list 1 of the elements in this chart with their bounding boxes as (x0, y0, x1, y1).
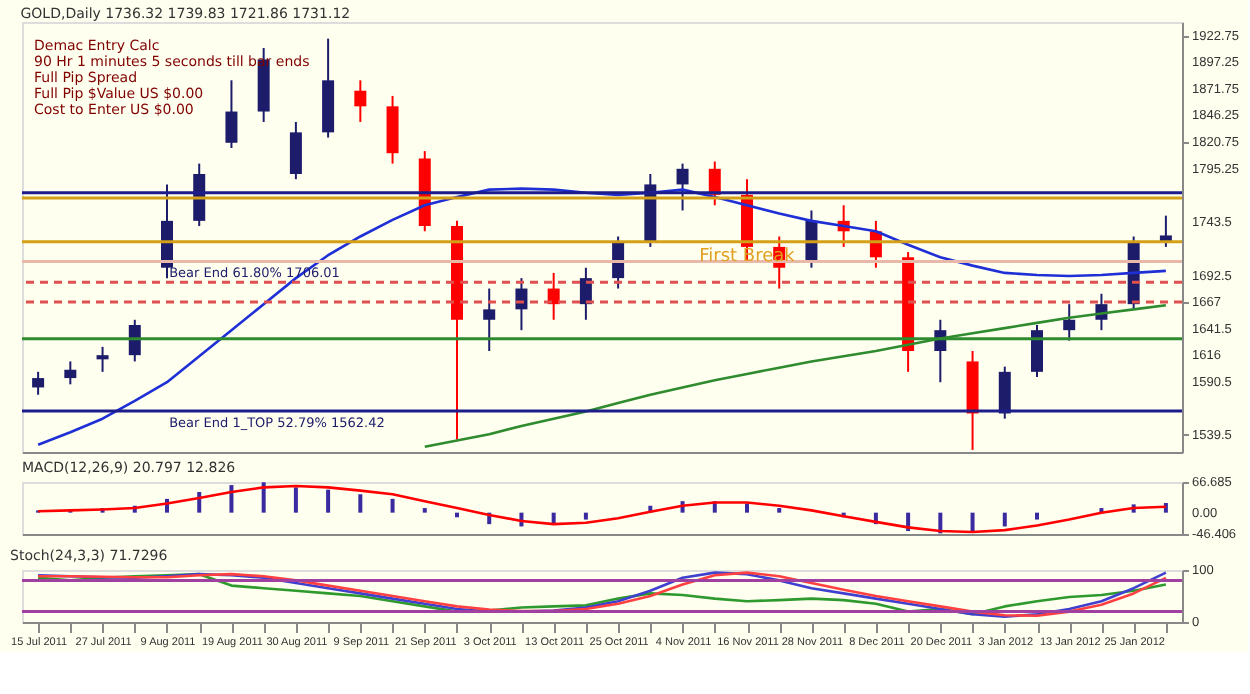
annotation: First Break (699, 247, 797, 268)
